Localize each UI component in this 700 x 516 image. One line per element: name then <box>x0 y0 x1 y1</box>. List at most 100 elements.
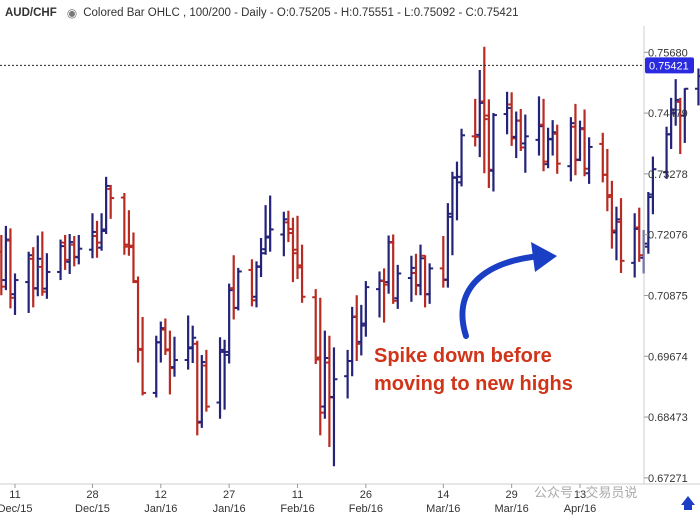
ohlc-bar <box>394 264 402 309</box>
ohlc-bar <box>553 124 561 174</box>
ohlc-bar <box>312 289 320 365</box>
ohlc-bar <box>170 336 178 377</box>
ohlc-bar <box>617 198 625 273</box>
ohlc-bar <box>75 235 83 265</box>
ohlc-bar <box>635 207 643 262</box>
ohlc-bar <box>321 330 329 419</box>
y-tick-label: 0.72076 <box>648 230 688 242</box>
ohlc-bar <box>70 236 78 267</box>
ohlc-bar <box>107 184 115 219</box>
ohlc-bar <box>535 96 543 156</box>
ohlc-bar <box>644 191 652 254</box>
ohlc-bar <box>694 68 700 106</box>
x-tick-day: 28 <box>86 489 98 501</box>
ohlc-bar <box>298 244 306 303</box>
ohlc-bar <box>189 325 197 364</box>
ohlc-bar <box>34 235 42 297</box>
ohlc-bar <box>152 335 160 398</box>
ohlc-bar <box>672 79 680 126</box>
ohlc-bar <box>421 254 429 308</box>
ohlc-bar <box>649 156 657 215</box>
x-tick-day: 11 <box>9 489 20 501</box>
ohlc-bar <box>216 337 224 419</box>
ohlc-bar <box>325 335 333 448</box>
ohlc-bar <box>608 180 616 249</box>
scroll-up-icon-base <box>684 504 692 510</box>
x-tick-day: 29 <box>506 489 518 501</box>
ohlc-bar <box>120 193 128 255</box>
ohlc-bar <box>129 232 137 284</box>
ohlc-bar <box>676 97 684 155</box>
y-tick-label: 0.75680 <box>648 47 688 59</box>
ohlc-bar <box>412 253 420 296</box>
ohlc-bar <box>476 70 484 158</box>
ohlc-bar <box>43 253 51 299</box>
x-axis: 11 Dec/15 28 Dec/15 12 Jan/16 27 Jan/16 11 Feb/16… <box>0 484 596 515</box>
ohlc-bar <box>480 46 488 174</box>
annotation-arrowhead <box>531 242 557 272</box>
y-tick-label: 0.73278 <box>648 169 688 181</box>
ohlc-bar <box>88 213 96 259</box>
ohlc-bar <box>517 108 525 152</box>
ohlc-bar <box>157 321 165 363</box>
scroll-up-icon[interactable] <box>681 496 695 505</box>
ohlc-bar <box>202 349 210 412</box>
ohlc-bar <box>184 315 192 370</box>
ohlc-bar <box>102 176 110 234</box>
ohlc-bar <box>512 111 520 159</box>
ohlc-bar <box>230 255 238 320</box>
y-tick-label: 0.74479 <box>648 108 688 120</box>
x-tick-day: 26 <box>360 489 372 501</box>
ohlc-bar <box>426 263 434 304</box>
annotation-arrow <box>459 253 543 339</box>
ohlc-bar <box>376 271 384 318</box>
ohlc-bar <box>166 330 174 395</box>
x-tick-day: 13 <box>574 489 586 501</box>
ohlc-bar <box>234 267 242 311</box>
ohlc-bar <box>344 349 352 399</box>
ohlc-bar <box>6 228 14 309</box>
ohlc-bar <box>66 233 74 274</box>
chart-header: AUD/CHF ◉ Colored Bar OHLC , 100/200 - D… <box>0 0 640 26</box>
ohlc-bar <box>417 244 425 296</box>
ohlc-bar <box>362 281 370 337</box>
ohlc-bar <box>57 239 65 281</box>
current-price-label: 0.75421 <box>645 57 694 74</box>
x-tick-month: Apr/16 <box>564 503 596 515</box>
ohlc-bar <box>380 268 388 323</box>
ohlc-bar <box>198 354 206 428</box>
ohlc-bar <box>93 220 101 258</box>
x-tick-day: 14 <box>437 489 449 501</box>
y-tick-label: 0.68473 <box>648 412 688 424</box>
ohlc-bar <box>0 235 5 296</box>
annotation-line-2: moving to new highs <box>374 373 573 395</box>
x-tick-day: 12 <box>155 489 167 501</box>
ohlc-bar <box>98 213 106 251</box>
ohlc-bar <box>581 109 589 177</box>
x-tick-month: Jan/16 <box>144 503 177 515</box>
ohlc-bar <box>453 161 461 221</box>
x-tick-month: Mar/16 <box>426 503 460 515</box>
y-tick-label: 0.70875 <box>648 290 688 302</box>
ohlc-bar <box>134 276 142 363</box>
y-tick-label: 0.69674 <box>648 351 688 363</box>
ohlc-bar <box>61 235 69 270</box>
ohlc-bar <box>266 195 274 252</box>
symbol-label: AUD/CHF <box>5 7 57 19</box>
ohlc-bar <box>262 205 270 255</box>
x-tick-month: Jan/16 <box>213 503 246 515</box>
eye-icon[interactable]: ◉ <box>66 6 78 20</box>
ohlc-bar <box>503 91 511 135</box>
ohlc-bar <box>316 297 324 436</box>
ohlc-bar <box>681 87 689 143</box>
ohlc-bar <box>257 238 265 278</box>
x-tick-day: 11 <box>292 489 303 501</box>
ohlc-bar <box>612 206 620 261</box>
ohlc-bar <box>444 203 452 288</box>
ohlc-bar <box>330 347 338 467</box>
ohlc-bar <box>357 304 365 356</box>
ohlc-bar <box>603 148 611 212</box>
ohlc-bar <box>248 259 256 307</box>
ohlc-bar <box>585 137 593 184</box>
